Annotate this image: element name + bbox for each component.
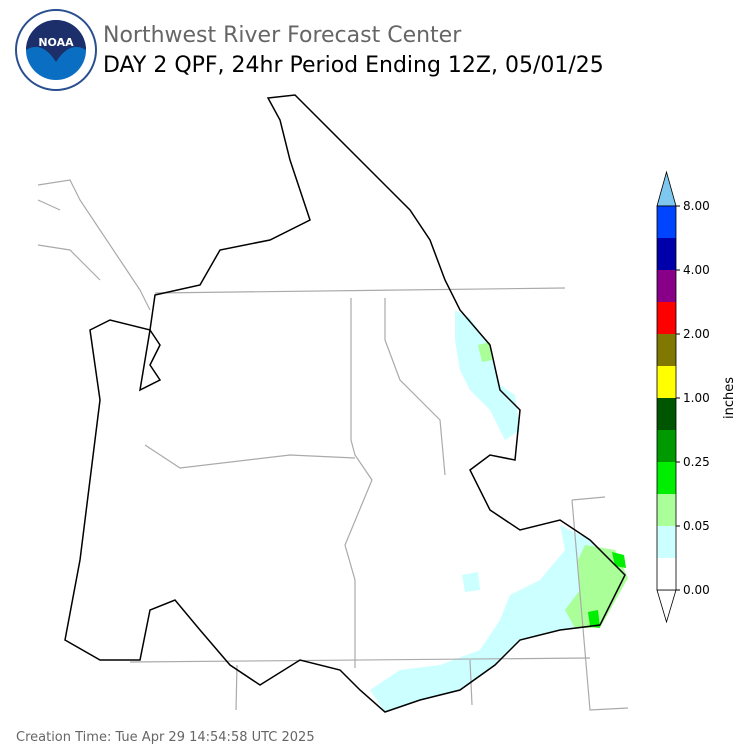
color-bin: [657, 494, 676, 526]
creation-time: Creation Time: Tue Apr 29 14:54:58 UTC 2…: [16, 730, 315, 745]
color-bin: [657, 430, 676, 462]
color-bin: [657, 526, 676, 558]
precip-areas: [370, 310, 628, 712]
color-bin: [657, 302, 676, 334]
colorbar-tick-label: 0.05: [683, 519, 710, 533]
color-bin: [657, 558, 676, 590]
colorbar-tick-label: 4.00: [683, 263, 710, 277]
color-bin: [657, 270, 676, 302]
colorbar-tick-label: 1.00: [683, 391, 710, 405]
noaa-logo: NOAA: [15, 9, 97, 91]
logo-text: NOAA: [38, 36, 74, 49]
colorbar-tick-label: 8.00: [683, 199, 710, 213]
colorbar-tick-label: 0.25: [683, 455, 710, 469]
puget-sound: [139, 328, 162, 392]
colorbar-over: [656, 170, 677, 207]
basin-outline: [64, 94, 626, 713]
colorbar-under: [656, 589, 677, 624]
colorbar-label: inches: [722, 377, 737, 419]
color-bin: [657, 366, 676, 398]
colorbar-tick-label: 0.00: [683, 583, 710, 597]
agency-title: Northwest River Forecast Center: [103, 23, 462, 48]
color-bin: [657, 462, 676, 494]
map-title: DAY 2 QPF, 24hr Period Ending 12Z, 05/01…: [103, 53, 604, 78]
color-bin: [657, 238, 676, 270]
color-bin: [657, 398, 676, 430]
colorbar-tick-label: 2.00: [683, 327, 710, 341]
color-bin: [657, 334, 676, 366]
colorbar: 0.00 0.05 0.25 1.00 2.00 4.00 8.00 inches: [656, 170, 737, 624]
state-lines: [37, 179, 629, 711]
color-bin: [657, 206, 676, 238]
